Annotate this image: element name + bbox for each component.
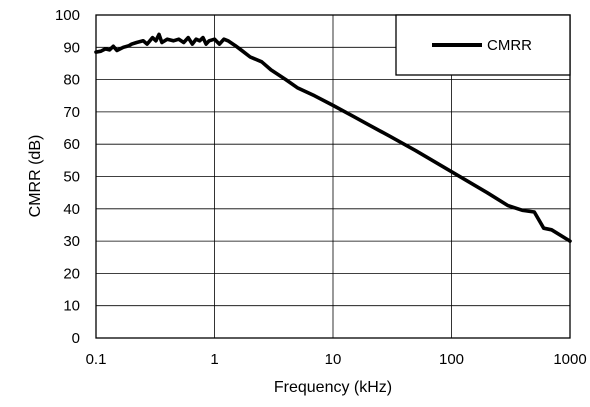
legend: CMRR — [395, 14, 571, 76]
legend-label-cmrr: CMRR — [487, 37, 532, 54]
y-tick-label: 80 — [63, 72, 80, 89]
x-tick-label: 0.1 — [86, 351, 107, 368]
y-axis-title: CMRR (dB) — [27, 135, 44, 218]
x-axis-title: Frequency (kHz) — [274, 379, 392, 396]
y-tick-label: 20 — [63, 265, 80, 282]
series-line-cmrr — [94, 32, 572, 243]
legend-box — [395, 14, 571, 76]
plot-frame — [95, 14, 571, 339]
y-tick-label: 100 — [55, 7, 80, 24]
y-tick-label: 90 — [63, 39, 80, 56]
y-tick-label: 70 — [63, 104, 80, 121]
series-layer — [94, 32, 572, 243]
x-tick-label: 1000 — [553, 351, 586, 368]
tick-labels: 0.1 1 10 100 1000 0 10 20 30 40 50 60 70 80 90 100 — [55, 7, 587, 368]
x-tick-label: 10 — [325, 351, 342, 368]
watermark-csdn: CSDN @ltqshs — [500, 389, 579, 402]
y-tick-label: 0 — [72, 330, 80, 347]
y-tick-label: 60 — [63, 136, 80, 153]
y-tick-label: 40 — [63, 201, 80, 218]
y-tick-label: 10 — [63, 298, 80, 315]
watermark-zhihu: 知乎 @硬件狗 — [476, 371, 571, 389]
y-tick-label: 50 — [63, 169, 80, 186]
x-tick-label: 1 — [210, 351, 218, 368]
y-tick-label: 30 — [63, 233, 80, 250]
x-tick-label: 100 — [439, 351, 464, 368]
